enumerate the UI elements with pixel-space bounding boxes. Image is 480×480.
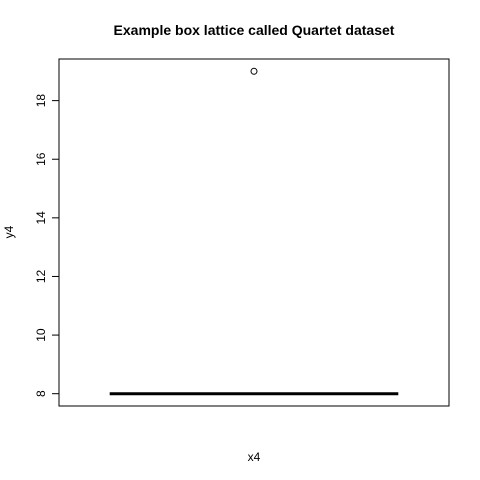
plot-frame bbox=[58, 58, 450, 407]
x-axis-label: x4 bbox=[248, 450, 261, 464]
y-tick-label: 16 bbox=[34, 152, 48, 166]
chart-title: Example box lattice called Quartet datas… bbox=[114, 22, 395, 38]
y-tick-label: 12 bbox=[34, 269, 48, 283]
y-axis-label: y4 bbox=[2, 225, 16, 238]
box-series bbox=[109, 67, 399, 396]
y-tick-label: 10 bbox=[34, 328, 48, 342]
y-tick-label: 18 bbox=[34, 94, 48, 108]
y-tick-label: 14 bbox=[34, 211, 48, 225]
outlier-point bbox=[250, 67, 258, 75]
y-tick-label: 8 bbox=[34, 390, 48, 397]
y-axis: 8 10 12 14 16 18 bbox=[34, 94, 60, 397]
